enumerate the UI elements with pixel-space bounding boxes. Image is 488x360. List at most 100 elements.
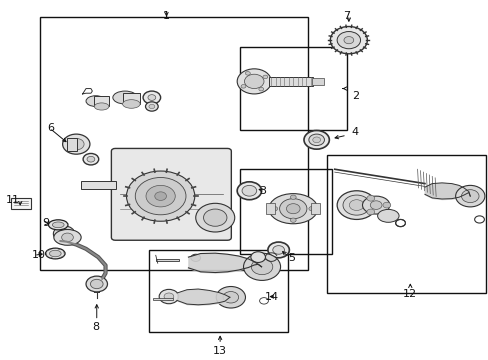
Circle shape [58, 229, 70, 238]
Circle shape [237, 182, 261, 200]
Circle shape [146, 185, 175, 207]
Circle shape [62, 134, 90, 154]
Text: 11: 11 [5, 195, 20, 205]
Ellipse shape [45, 248, 65, 259]
Circle shape [366, 209, 374, 215]
Circle shape [336, 32, 360, 49]
Circle shape [243, 253, 280, 280]
Circle shape [336, 191, 375, 220]
Circle shape [135, 177, 185, 215]
Ellipse shape [268, 194, 317, 224]
Circle shape [203, 209, 226, 226]
Bar [40, 17, 307, 270]
Circle shape [163, 293, 173, 300]
Text: 1: 1 [163, 12, 170, 22]
Ellipse shape [362, 196, 389, 214]
Bar [94, 96, 109, 107]
Circle shape [190, 254, 200, 261]
Bar [239, 47, 346, 130]
Ellipse shape [94, 103, 109, 110]
Circle shape [83, 153, 99, 165]
Circle shape [382, 202, 390, 208]
Circle shape [223, 292, 238, 303]
Bar [149, 250, 288, 332]
Ellipse shape [377, 210, 398, 222]
Circle shape [330, 27, 366, 54]
Circle shape [343, 37, 353, 44]
Circle shape [304, 131, 329, 149]
Bar [153, 298, 172, 300]
Circle shape [68, 138, 84, 150]
Circle shape [250, 252, 265, 262]
Circle shape [245, 72, 250, 75]
Bar [239, 169, 331, 253]
Bar [266, 203, 275, 215]
Text: 13: 13 [213, 346, 226, 356]
Circle shape [308, 134, 324, 145]
Text: 12: 12 [403, 289, 416, 300]
Circle shape [86, 276, 107, 292]
Ellipse shape [86, 96, 105, 107]
Text: 2: 2 [351, 91, 358, 101]
Bar [11, 198, 31, 209]
Circle shape [263, 75, 267, 79]
Circle shape [290, 195, 296, 199]
Circle shape [143, 91, 160, 104]
Text: 6: 6 [47, 123, 54, 133]
Circle shape [369, 201, 381, 210]
Circle shape [348, 200, 363, 211]
Circle shape [312, 137, 320, 143]
Bar [156, 259, 179, 261]
Circle shape [267, 242, 289, 258]
Ellipse shape [48, 220, 68, 230]
Circle shape [455, 185, 484, 207]
Circle shape [149, 104, 155, 109]
Circle shape [216, 287, 245, 308]
Circle shape [461, 190, 478, 203]
Ellipse shape [49, 250, 61, 257]
Bar [268, 77, 312, 86]
Circle shape [279, 199, 306, 219]
Circle shape [155, 192, 166, 201]
Circle shape [195, 203, 234, 232]
Circle shape [53, 226, 75, 242]
Circle shape [237, 69, 271, 94]
Circle shape [290, 218, 296, 222]
Text: 10: 10 [31, 250, 45, 260]
Circle shape [244, 74, 264, 89]
Bar [327, 155, 485, 293]
Text: 14: 14 [264, 292, 278, 302]
Circle shape [251, 259, 272, 275]
Bar [311, 78, 324, 85]
Text: 3: 3 [259, 186, 265, 197]
Text: 4: 4 [351, 127, 358, 136]
FancyBboxPatch shape [111, 148, 231, 240]
Circle shape [126, 171, 194, 221]
Circle shape [308, 207, 314, 211]
Circle shape [90, 279, 103, 289]
Bar [311, 203, 320, 215]
Circle shape [148, 95, 156, 100]
Circle shape [242, 185, 256, 196]
Ellipse shape [52, 222, 64, 228]
Circle shape [145, 102, 158, 111]
Text: 9: 9 [42, 218, 49, 228]
Circle shape [159, 289, 178, 304]
Text: 5: 5 [288, 253, 295, 263]
Ellipse shape [54, 229, 81, 245]
Circle shape [271, 207, 277, 211]
Circle shape [241, 85, 245, 88]
Circle shape [286, 204, 300, 214]
Bar [122, 93, 140, 104]
Circle shape [272, 246, 284, 254]
Ellipse shape [113, 91, 137, 104]
Circle shape [258, 87, 263, 91]
Bar [66, 138, 77, 150]
Circle shape [87, 156, 95, 162]
Text: 7: 7 [343, 12, 350, 22]
Circle shape [366, 195, 374, 201]
Ellipse shape [122, 100, 140, 108]
Text: 8: 8 [92, 321, 99, 332]
Circle shape [342, 195, 369, 215]
Bar [81, 181, 116, 189]
